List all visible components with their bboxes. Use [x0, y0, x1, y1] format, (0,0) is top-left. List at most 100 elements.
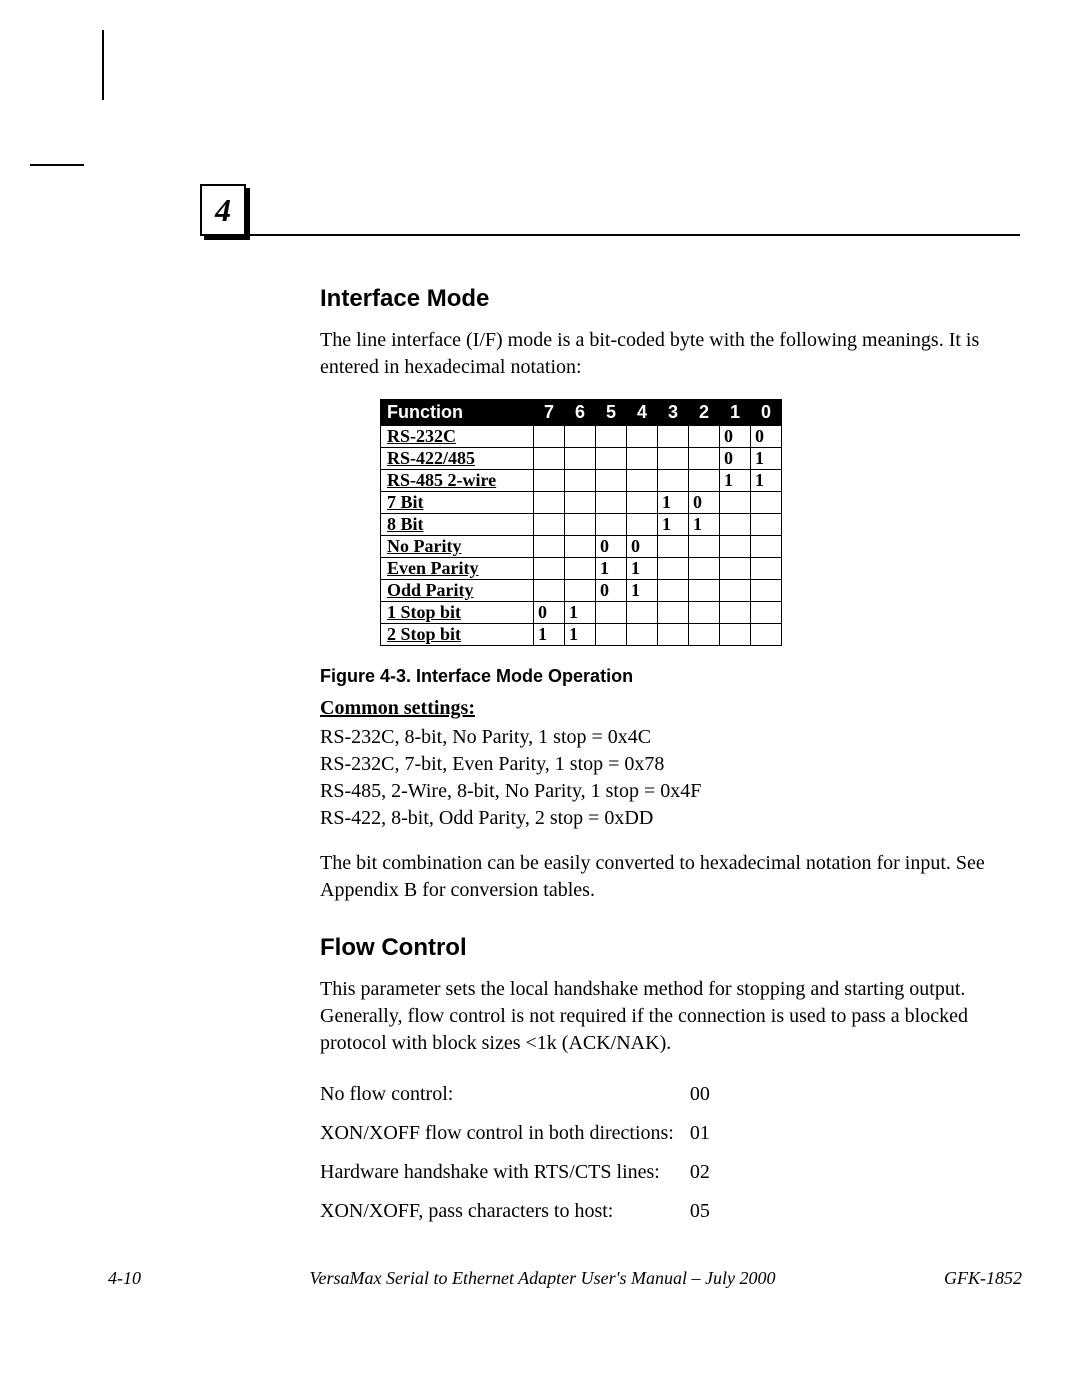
bit-cell [658, 470, 689, 492]
footer-page-number: 4-10 [108, 1268, 141, 1289]
bit-cell [720, 514, 751, 536]
bit-cell: 0 [720, 448, 751, 470]
bit-cell: 1 [658, 514, 689, 536]
bit-column-header: 1 [720, 400, 751, 426]
bit-column-header: 5 [596, 400, 627, 426]
row-function-label: 7 Bit [381, 492, 534, 514]
table-body: RS-232C00RS-422/48501RS-485 2-wire117 Bi… [381, 426, 782, 646]
bit-cell [658, 448, 689, 470]
bit-cell [751, 558, 782, 580]
bit-cell [658, 624, 689, 646]
conversion-note: The bit combination can be easily conver… [320, 850, 1020, 904]
bit-cell [689, 624, 720, 646]
bit-cell [627, 426, 658, 448]
bit-cell [534, 558, 565, 580]
bit-cell [596, 448, 627, 470]
bit-cell: 1 [534, 624, 565, 646]
flow-option-row: Hardware handshake with RTS/CTS lines:02 [320, 1153, 726, 1192]
flow-option-value: 00 [690, 1075, 726, 1114]
table-row: Odd Parity01 [381, 580, 782, 602]
header-rule [200, 234, 1020, 236]
bit-cell [627, 624, 658, 646]
bit-cell [596, 492, 627, 514]
table-header-row: Function 76543210 [381, 400, 782, 426]
bit-cell: 0 [627, 536, 658, 558]
bit-cell [627, 514, 658, 536]
bit-cell [689, 580, 720, 602]
bit-cell [658, 426, 689, 448]
bit-cell [689, 426, 720, 448]
table-row: 8 Bit11 [381, 514, 782, 536]
bit-cell [596, 470, 627, 492]
bit-column-header: 4 [627, 400, 658, 426]
flow-option-value: 01 [690, 1114, 726, 1153]
bit-cell: 0 [596, 580, 627, 602]
bit-cell [627, 470, 658, 492]
bit-cell: 1 [565, 624, 596, 646]
bit-column-header: 2 [689, 400, 720, 426]
common-setting-line: RS-232C, 7-bit, Even Parity, 1 stop = 0x… [320, 751, 1020, 778]
table-row: 7 Bit10 [381, 492, 782, 514]
table-row: RS-422/48501 [381, 448, 782, 470]
row-function-label: 2 Stop bit [381, 624, 534, 646]
bit-cell: 0 [596, 536, 627, 558]
crop-mark-horizontal [30, 164, 84, 166]
bit-cell [534, 514, 565, 536]
bit-cell [627, 448, 658, 470]
flow-option-row: XON/XOFF, pass characters to host:05 [320, 1192, 726, 1231]
bit-cell [689, 536, 720, 558]
bit-cell [658, 536, 689, 558]
bit-cell [596, 624, 627, 646]
bit-cell [751, 514, 782, 536]
interface-mode-heading: Interface Mode [320, 285, 1020, 313]
chapter-number: 4 [215, 192, 231, 229]
bit-cell [689, 558, 720, 580]
flow-option-value: 05 [690, 1192, 726, 1231]
flow-option-row: No flow control:00 [320, 1075, 726, 1114]
row-function-label: No Parity [381, 536, 534, 558]
row-function-label: RS-232C [381, 426, 534, 448]
bit-cell [534, 492, 565, 514]
bit-cell [534, 426, 565, 448]
chapter-number-box: 4 [200, 184, 246, 236]
bit-cell [596, 426, 627, 448]
bit-cell: 1 [596, 558, 627, 580]
row-function-label: RS-485 2-wire [381, 470, 534, 492]
bit-column-header: 3 [658, 400, 689, 426]
table-row: Even Parity11 [381, 558, 782, 580]
bit-cell [720, 602, 751, 624]
bit-cell: 1 [720, 470, 751, 492]
row-function-label: 1 Stop bit [381, 602, 534, 624]
bit-cell: 1 [627, 580, 658, 602]
bit-cell [720, 624, 751, 646]
bit-cell [751, 492, 782, 514]
bit-cell [689, 448, 720, 470]
bit-column-header: 7 [534, 400, 565, 426]
common-setting-line: RS-232C, 8-bit, No Parity, 1 stop = 0x4C [320, 724, 1020, 751]
row-function-label: 8 Bit [381, 514, 534, 536]
bit-cell: 0 [720, 426, 751, 448]
interface-mode-table: Function 76543210 RS-232C00RS-422/48501R… [380, 399, 782, 646]
flow-control-heading: Flow Control [320, 934, 1020, 962]
common-settings-heading: Common settings: [320, 697, 1020, 720]
bit-cell [565, 448, 596, 470]
bit-cell: 1 [627, 558, 658, 580]
flow-option-label: Hardware handshake with RTS/CTS lines: [320, 1153, 690, 1192]
bit-cell [534, 448, 565, 470]
bit-cell [596, 514, 627, 536]
bit-cell [565, 580, 596, 602]
bit-cell [689, 602, 720, 624]
bit-cell [751, 602, 782, 624]
bit-cell [534, 536, 565, 558]
bit-cell [720, 580, 751, 602]
bit-cell [565, 558, 596, 580]
flow-option-label: XON/XOFF, pass characters to host: [320, 1192, 690, 1231]
flow-option-row: XON/XOFF flow control in both directions… [320, 1114, 726, 1153]
bit-cell: 1 [751, 448, 782, 470]
flow-option-label: No flow control: [320, 1075, 690, 1114]
bit-cell [565, 470, 596, 492]
bit-cell: 0 [534, 602, 565, 624]
flow-control-intro: This parameter sets the local handshake … [320, 976, 1020, 1057]
table-row: RS-485 2-wire11 [381, 470, 782, 492]
bit-cell [720, 536, 751, 558]
